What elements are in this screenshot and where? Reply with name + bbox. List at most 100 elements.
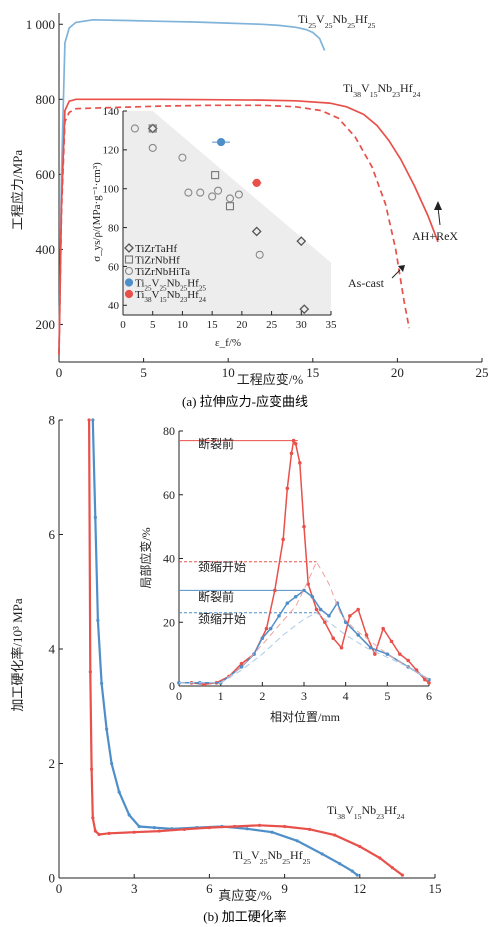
b-series-point bbox=[338, 862, 342, 866]
inset-b-series-point bbox=[339, 645, 344, 650]
b-series-point bbox=[358, 844, 362, 849]
a-y-tick-label: 1 000 bbox=[26, 17, 55, 32]
inset-a-x-tick-label: 20 bbox=[236, 319, 248, 331]
b-series-label-ti25: Ti25V25Nb25Hf25 bbox=[233, 848, 311, 866]
inset-b-series-point bbox=[364, 633, 369, 637]
inset-a-point-2 bbox=[148, 143, 157, 152]
inset-a-legend-marker bbox=[124, 255, 134, 264]
inset-b-series-point bbox=[356, 607, 360, 612]
inset-b-series-point bbox=[385, 652, 390, 656]
inset-b-series-point bbox=[285, 601, 290, 605]
b-series-point bbox=[87, 418, 91, 422]
a-x-tick-label: 15 bbox=[306, 365, 319, 380]
inset-b-series-point bbox=[323, 620, 327, 625]
a-x-axis-title: 工程应变/% bbox=[237, 372, 304, 387]
inset-b-series-point bbox=[348, 614, 352, 618]
a-y-tick-label: 200 bbox=[36, 317, 56, 332]
inset-b-x-tick-label: 1 bbox=[218, 689, 224, 703]
a-series-label-ti25: Ti25V25Nb25Hf25 bbox=[298, 12, 376, 30]
inset-b-annotation: 断裂前 bbox=[198, 436, 234, 451]
b-series-point bbox=[96, 618, 100, 622]
inset-b-y-tick-label: 80 bbox=[163, 424, 175, 438]
inset-b-series-point bbox=[331, 636, 335, 640]
inset-a-point-1 bbox=[211, 171, 220, 180]
inset-b-series-line-0 bbox=[179, 438, 430, 686]
inset-a-legend-marker bbox=[124, 243, 134, 253]
inset-b-y-axis-title: 局部应变/% bbox=[138, 527, 153, 588]
inset-a-x-axis-title: ε_f/% bbox=[215, 337, 241, 349]
caption-b: (b) 加工硬化率 bbox=[203, 909, 287, 924]
inset-b-series-point bbox=[373, 652, 377, 656]
inset-b-x-tick-label: 5 bbox=[384, 689, 390, 703]
a-x-tick-label: 10 bbox=[222, 365, 235, 380]
inset-a-point-0 bbox=[296, 236, 307, 247]
b-series-point bbox=[91, 418, 95, 422]
a-annotation-ahrex: AH+ReX bbox=[412, 229, 458, 243]
b-y-tick-label: 2 bbox=[49, 756, 56, 771]
b-series-point bbox=[182, 827, 186, 831]
inset-b-x-tick-label: 3 bbox=[301, 689, 307, 703]
b-series-point bbox=[105, 727, 109, 731]
inset-a-point-2 bbox=[184, 188, 193, 197]
inset-b-series-point bbox=[327, 614, 331, 618]
b-series-point bbox=[100, 681, 104, 685]
a-x-tick-label: 5 bbox=[140, 365, 147, 380]
inset-a-legend-marker bbox=[124, 289, 134, 299]
b-x-tick-label: 0 bbox=[56, 881, 63, 896]
b-series-point bbox=[137, 824, 141, 829]
a-annotation-ascast: As-cast bbox=[348, 276, 385, 290]
inset-b-series-point bbox=[273, 588, 277, 593]
inset-b-series-point bbox=[314, 607, 319, 612]
caption-a: (a) 拉伸应力-应变曲线 bbox=[181, 394, 308, 409]
inset-b-series-point bbox=[381, 626, 385, 631]
b-y-tick-label: 0 bbox=[49, 871, 56, 886]
inset-b-series-point bbox=[298, 461, 302, 465]
b-y-tick-label: 4 bbox=[49, 642, 56, 657]
inset-a-legend-label: TiZrNbHf bbox=[135, 255, 180, 267]
inset-b-series-point bbox=[239, 661, 244, 666]
a-y-tick-label: 800 bbox=[36, 92, 56, 107]
inset-b-y-tick-label: 60 bbox=[163, 488, 175, 502]
inset-a-point-0 bbox=[299, 304, 310, 315]
inset-b-annotation: 颈缩开始 bbox=[198, 559, 246, 574]
a-y-tick-label: 400 bbox=[36, 242, 56, 257]
inset-a-x-tick-label: 15 bbox=[207, 319, 219, 331]
inset-b-series-point bbox=[368, 645, 373, 650]
inset-b-series-point bbox=[423, 677, 427, 682]
b-y-tick-label: 6 bbox=[49, 527, 56, 542]
inset-b-y-tick-label: 20 bbox=[163, 615, 175, 629]
inset-a-point-0 bbox=[251, 226, 262, 237]
inset-b-series-line-3 bbox=[179, 612, 430, 684]
inset-b-series-point bbox=[285, 486, 290, 491]
a-x-tick-label: 25 bbox=[476, 365, 489, 380]
inset-b-series-point bbox=[389, 639, 394, 644]
inset-a-x-tick-label: 0 bbox=[120, 319, 126, 331]
inset-b-series-point bbox=[406, 658, 410, 663]
a-y-axis-title: 工程应力/MPa bbox=[10, 150, 25, 230]
b-series-point bbox=[91, 816, 95, 820]
inset-a-x-tick-label: 30 bbox=[296, 319, 308, 331]
inset-a-point-2 bbox=[178, 153, 187, 162]
b-x-axis-title: 真应变/% bbox=[218, 888, 272, 903]
inset-b-series-point bbox=[398, 652, 402, 656]
b-x-tick-label: 15 bbox=[429, 881, 442, 896]
inset-a-y-axis-title: σ_ys/ρ/(MPa·g⁻¹·cm³) bbox=[91, 162, 103, 262]
b-series-point bbox=[295, 839, 299, 843]
b-series-point bbox=[333, 833, 337, 837]
inset-b-series-point bbox=[239, 665, 244, 669]
inset-b-series-point bbox=[260, 636, 265, 640]
inset-a-x-tick-label: 35 bbox=[326, 319, 338, 331]
b-series-point bbox=[270, 830, 274, 834]
inset-b-y-tick-label: 0 bbox=[169, 679, 175, 693]
b-x-tick-label: 6 bbox=[206, 881, 213, 896]
inset-a-point-3 bbox=[216, 137, 226, 147]
inset-b-x-tick-label: 6 bbox=[426, 689, 432, 703]
inset-b-series-point bbox=[264, 626, 269, 631]
inset-b-series-point bbox=[293, 594, 298, 599]
inset-a-y-tick-label: 140 bbox=[103, 106, 120, 118]
b-y-tick-label: 8 bbox=[49, 413, 56, 428]
b-series-point bbox=[132, 830, 136, 834]
inset-b-series-point bbox=[268, 626, 273, 631]
a-series-label-ti38: Ti38V15Nb23Hf24 bbox=[343, 81, 421, 99]
